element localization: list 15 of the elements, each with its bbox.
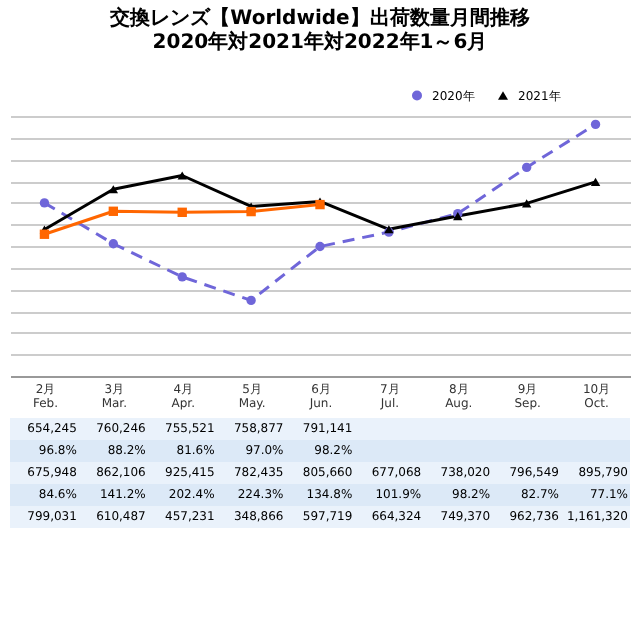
point xyxy=(39,229,50,239)
point xyxy=(108,206,119,216)
point xyxy=(315,241,325,252)
point xyxy=(177,272,187,282)
point xyxy=(246,206,256,217)
point xyxy=(108,239,119,249)
point xyxy=(108,185,119,194)
point xyxy=(39,198,50,208)
point xyxy=(590,177,601,186)
point xyxy=(177,207,187,217)
chart-title: 交換レンズ【Worldwide】出荷数量月間推移 2020年対2021年対2022年1～6月 xyxy=(108,4,532,56)
point xyxy=(246,295,256,306)
point xyxy=(177,171,187,180)
point xyxy=(521,162,532,173)
point xyxy=(590,119,601,130)
